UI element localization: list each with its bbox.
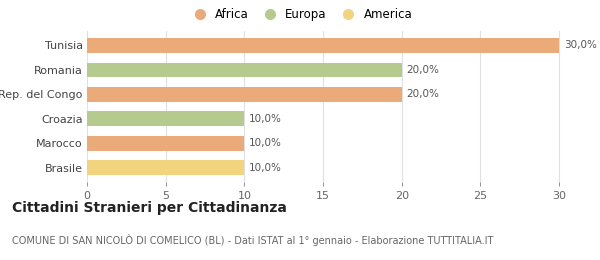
Bar (87, 87, 402, 102)
Bar (87, 63, 402, 77)
Text: 20,0%: 20,0% (406, 65, 439, 75)
Text: 10,0%: 10,0% (249, 114, 282, 124)
Text: Cittadini Stranieri per Cittadinanza: Cittadini Stranieri per Cittadinanza (12, 201, 287, 215)
Text: 10,0%: 10,0% (249, 138, 282, 148)
Text: COMUNE DI SAN NICOLÒ DI COMELICO (BL) - Dati ISTAT al 1° gennaio - Elaborazione : COMUNE DI SAN NICOLÒ DI COMELICO (BL) - … (12, 235, 493, 246)
Bar (87, 160, 244, 175)
Bar (87, 136, 244, 151)
Text: 20,0%: 20,0% (406, 89, 439, 99)
Legend: Africa, Europa, America: Africa, Europa, America (185, 6, 415, 24)
Text: 10,0%: 10,0% (249, 163, 282, 173)
Text: 30,0%: 30,0% (564, 40, 597, 50)
Bar (87, 38, 559, 53)
Bar (87, 112, 244, 126)
